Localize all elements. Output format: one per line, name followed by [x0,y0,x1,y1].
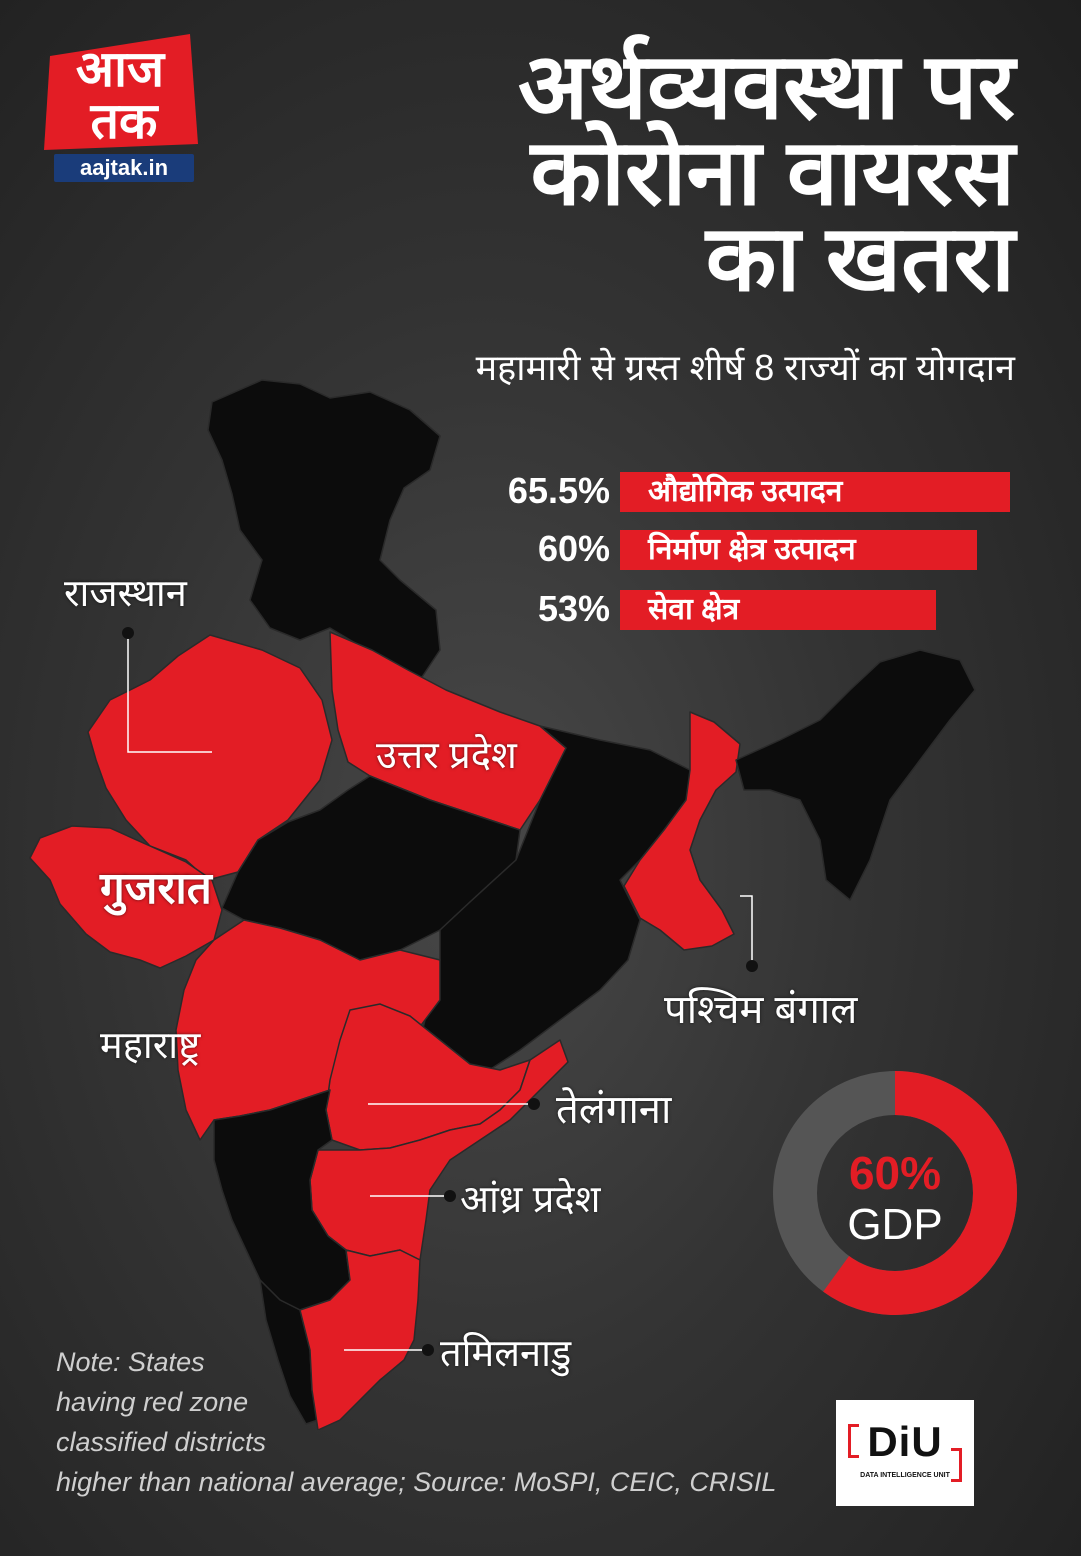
gdp-donut: 60% GDP [770,1068,1020,1318]
headline-line1: अर्थव्यवस्था पर [517,36,1015,138]
gdp-label: GDP [847,1200,943,1249]
diu-bracket-left [848,1424,859,1458]
footnote: Note: States having red zone classified … [56,1342,816,1502]
stat-value: 53% [537,588,610,629]
label-gujarat: गुजरात [100,864,212,913]
dot-rajasthan [122,627,134,639]
headline-line3: का खतरा [705,208,1015,310]
dot-telangana [528,1098,540,1110]
dot-andhra-pradesh [444,1190,456,1202]
logo-line1: आज [76,41,166,97]
label-tamil-nadu: तमिलनाडु [440,1333,572,1375]
diu-bracket-right [951,1448,962,1482]
india-map [29,379,976,1430]
gdp-value: 60% [848,1147,942,1199]
headline-line2: कोरोना वायरस [530,122,1015,224]
diu-logo: DiU DATA INTELLIGENCE UNIT [836,1400,974,1506]
gdp-donut-ring [773,1071,1017,1315]
headline: अर्थव्यवस्था पर कोरोना वायरस का खतरा [395,36,1015,310]
dot-tamil-nadu [422,1344,434,1356]
state-tamil-nadu [299,1249,421,1430]
label-rajasthan: राजस्थान [64,573,187,615]
stat-value: 60% [537,528,610,569]
label-uttar-pradesh: उत्तर प्रदेश [376,735,517,777]
stat-value: 65.5% [507,470,610,511]
state-karnataka [213,1089,351,1311]
footnote-line2: having red zone [56,1387,249,1417]
stat-label: औद्योगिक उत्पादन [648,475,843,508]
aajtak-logo-mark: आज तक [44,34,198,150]
dot-west-bengal [746,960,758,972]
label-andhra-pradesh: आंध्र प्रदेश [460,1179,601,1221]
stat-label: निर्माण क्षेत्र उत्पादन [648,533,856,566]
stat-label: सेवा क्षेत्र [648,593,740,626]
label-telangana: तेलंगाना [556,1088,672,1132]
leader-rajasthan [127,636,212,753]
gdp-donut-fill [773,1071,1017,1315]
subtitle: महामारी से ग्रस्त शीर्ष 8 राज्यों का योग… [475,347,1015,388]
state-northeast [735,649,976,901]
stat-bar: औद्योगिक उत्पादन [620,472,1010,512]
diu-caption: DATA INTELLIGENCE UNIT [860,1472,950,1479]
logo-url[interactable]: aajtak.in [54,154,194,182]
label-west-bengal: पश्चिम बंगाल [664,988,858,1032]
state-north [207,379,441,681]
footnote-line3: classified districts [56,1427,267,1457]
stat-bar: निर्माण क्षेत्र उत्पादन [620,530,977,570]
leader-west-bengal [740,895,753,966]
logo-line2: तक [90,93,159,149]
label-maharashtra: महाराष्ट्र [100,1025,201,1067]
state-gujarat [29,825,223,969]
stat-bar: सेवा क्षेत्र [620,590,936,630]
footnote-line1: Note: States [56,1347,205,1377]
diu-mark: DiU [867,1418,943,1465]
state-west-bengal [623,711,741,951]
aajtak-logo[interactable]: आज तक aajtak.in [40,26,200,182]
footnote-line4: higher than national average; Source: Mo… [56,1467,777,1497]
